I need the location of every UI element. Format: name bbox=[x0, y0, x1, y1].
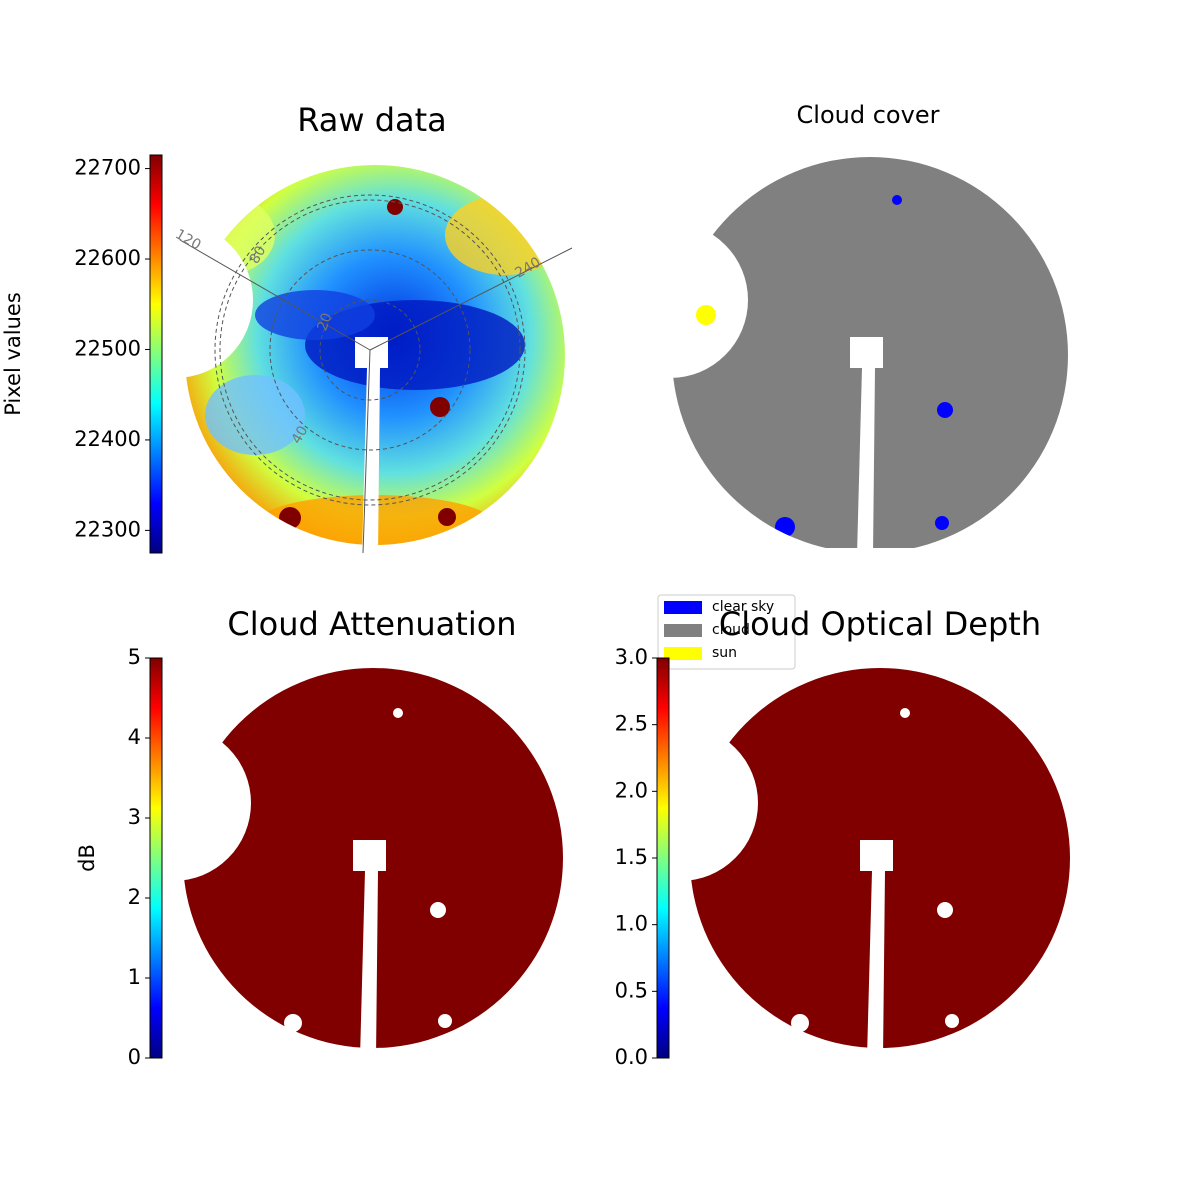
hot-spot bbox=[438, 508, 456, 526]
tick-label: 1.0 bbox=[615, 912, 648, 936]
sky-image bbox=[690, 668, 1070, 1048]
blob bbox=[255, 290, 375, 340]
tick-label: 22700 bbox=[74, 156, 141, 180]
polar-spoke bbox=[369, 247, 573, 351]
blob bbox=[175, 195, 275, 275]
tick-label: 2 bbox=[128, 885, 141, 909]
blob bbox=[445, 195, 565, 275]
legend-swatch bbox=[664, 601, 702, 614]
legend-label: cloud bbox=[712, 622, 750, 638]
polar-spoke bbox=[179, 239, 371, 351]
tick-label: 1.5 bbox=[615, 845, 648, 869]
hot-spot bbox=[279, 507, 301, 529]
polar-ring bbox=[214, 194, 526, 506]
colorbar bbox=[149, 657, 163, 1059]
blob bbox=[255, 495, 495, 555]
gap bbox=[900, 708, 910, 718]
legend-swatch bbox=[664, 624, 702, 637]
panel-title: Cloud Optical Depth bbox=[719, 605, 1041, 643]
sky-image bbox=[175, 165, 565, 555]
colorbar bbox=[656, 657, 670, 1059]
gap bbox=[791, 1014, 809, 1032]
colorbar bbox=[149, 154, 163, 554]
gap bbox=[284, 1014, 302, 1032]
sky-image bbox=[672, 157, 1068, 553]
tick-label: 0.5 bbox=[615, 978, 648, 1002]
tick-label: 2.0 bbox=[615, 778, 648, 802]
gap bbox=[393, 708, 403, 718]
tick-label: 3 bbox=[128, 805, 141, 829]
tick-label: 22500 bbox=[74, 336, 141, 360]
colorbar-label: Pixel values bbox=[1, 292, 25, 416]
tick-label: 1 bbox=[128, 965, 141, 989]
gap bbox=[945, 1014, 959, 1028]
tick-label: 3.0 bbox=[615, 645, 648, 669]
image-fill bbox=[690, 668, 1070, 1048]
tick-label: 0.0 bbox=[615, 1045, 648, 1069]
gap bbox=[937, 902, 953, 918]
clear-patch bbox=[775, 517, 795, 537]
image-fill bbox=[183, 668, 563, 1048]
polar-label: 80 bbox=[247, 243, 270, 266]
tick-label: 22400 bbox=[74, 427, 141, 451]
blob bbox=[205, 375, 305, 455]
colorbar-label: dB bbox=[75, 844, 99, 872]
panel-title: Raw data bbox=[297, 101, 447, 139]
polar-spoke bbox=[362, 349, 371, 554]
hot-spot bbox=[430, 397, 450, 417]
tick-label: 22300 bbox=[74, 517, 141, 541]
gap bbox=[430, 902, 446, 918]
gap bbox=[438, 1014, 452, 1028]
tick-label: 5 bbox=[128, 645, 141, 669]
polar-label: 40 bbox=[289, 423, 312, 446]
panel-title: Cloud cover bbox=[797, 101, 940, 129]
polar-ring bbox=[319, 299, 421, 401]
clear-patch bbox=[935, 516, 949, 530]
legend-swatch bbox=[664, 647, 702, 660]
legend-label: sun bbox=[712, 645, 737, 661]
sun-marker bbox=[696, 305, 716, 325]
sky-image bbox=[183, 668, 563, 1048]
polar-label: 20 bbox=[314, 311, 335, 333]
tick-label: 4 bbox=[128, 725, 141, 749]
image-fill bbox=[672, 157, 1068, 553]
polar-ring bbox=[219, 199, 521, 501]
tick-label: 22600 bbox=[74, 246, 141, 270]
tick-label: 2.5 bbox=[615, 712, 648, 736]
clear-patch bbox=[937, 402, 953, 418]
clear-patch bbox=[892, 195, 902, 205]
tick-label: 0 bbox=[128, 1045, 141, 1069]
legend-label: clear sky bbox=[712, 599, 774, 615]
polar-ring bbox=[269, 249, 471, 451]
panel-title: Cloud Attenuation bbox=[227, 605, 516, 643]
hot-spot bbox=[387, 199, 403, 215]
